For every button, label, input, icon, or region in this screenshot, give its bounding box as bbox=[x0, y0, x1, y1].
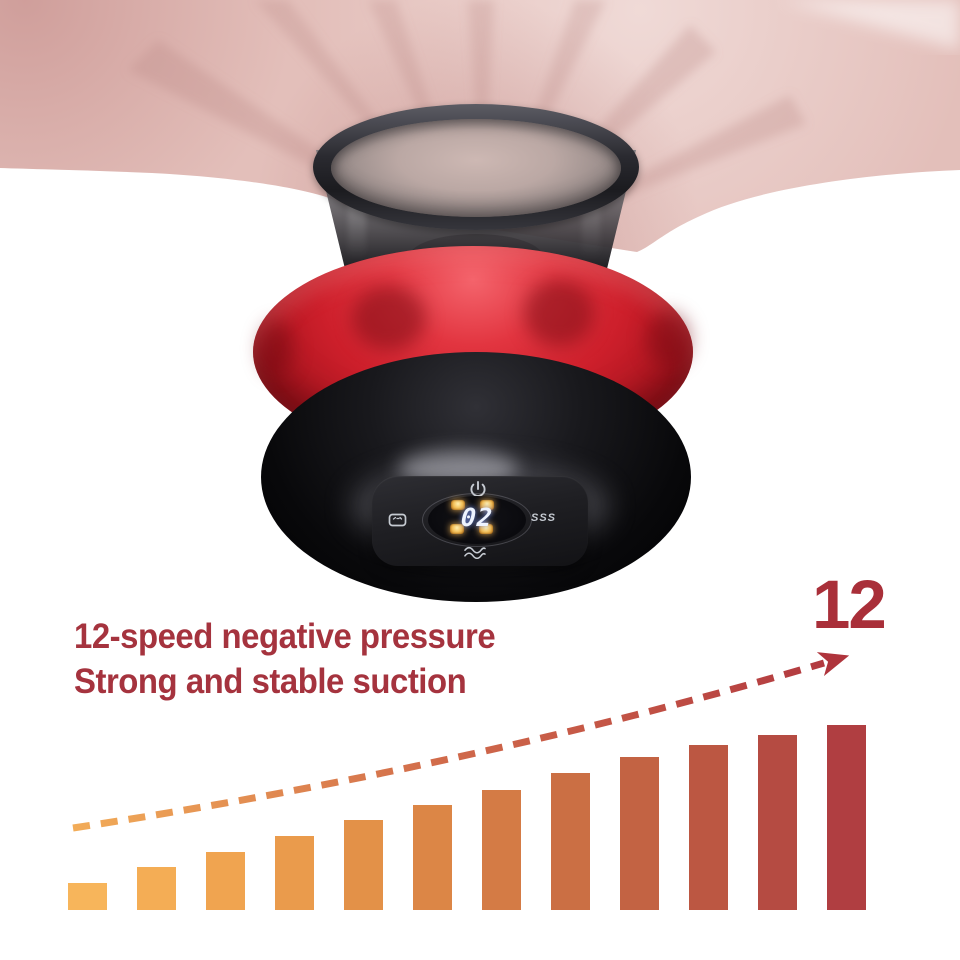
sucked-skin-dome bbox=[331, 119, 621, 217]
speed-bar-9 bbox=[620, 757, 659, 910]
indicator-light bbox=[479, 524, 493, 534]
speed-bar-4 bbox=[275, 836, 314, 910]
heat-icon[interactable]: SSS bbox=[531, 512, 557, 524]
speed-bar-12 bbox=[827, 725, 866, 910]
band-dimple bbox=[646, 312, 690, 366]
indicator-light bbox=[480, 500, 494, 510]
massage-wave-icon[interactable] bbox=[463, 546, 487, 559]
speed-bar-2 bbox=[137, 867, 176, 910]
control-panel: SSS 02 bbox=[372, 476, 588, 566]
headline: 12-speed negative pressure Strong and st… bbox=[74, 614, 496, 704]
indicator-light bbox=[451, 500, 465, 510]
cupping-mode-icon[interactable] bbox=[388, 512, 408, 528]
headline-line-2: Strong and stable suction bbox=[74, 662, 467, 701]
trend-arrow bbox=[72, 652, 850, 832]
speed-bar-1 bbox=[68, 883, 107, 910]
led-display bbox=[428, 496, 526, 544]
skin-corner-highlight bbox=[780, 0, 960, 50]
speed-bar-10 bbox=[689, 745, 728, 910]
band-dimple bbox=[352, 286, 426, 350]
speed-bar-3 bbox=[206, 852, 245, 910]
speed-bar-8 bbox=[551, 773, 590, 910]
bar-series bbox=[68, 725, 866, 910]
band-dimple bbox=[524, 280, 594, 346]
band-dimple bbox=[260, 322, 294, 374]
speed-bar-7 bbox=[482, 790, 521, 910]
max-speed-callout: 12 bbox=[812, 566, 887, 643]
display-ring bbox=[422, 493, 532, 547]
speed-bar-5 bbox=[344, 820, 383, 910]
indicator-light bbox=[450, 524, 464, 534]
speed-bar-11 bbox=[758, 735, 797, 910]
speed-bar-6 bbox=[413, 805, 452, 910]
headline-line-1: 12-speed negative pressure bbox=[74, 617, 496, 656]
